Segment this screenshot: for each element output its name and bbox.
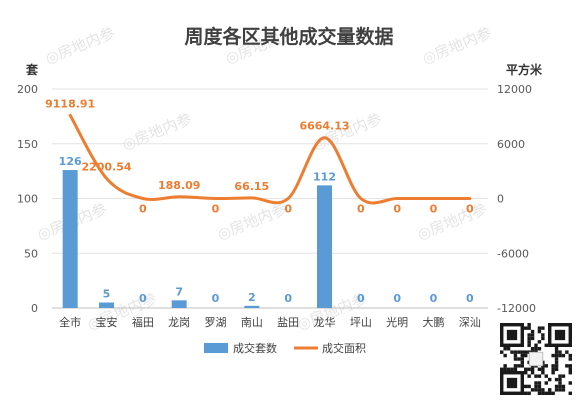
- left-tick-label: 50: [24, 247, 38, 260]
- category-label: 深汕: [459, 316, 481, 329]
- line-data-label: 0: [357, 203, 365, 216]
- data-labels: 126 5 0 7 0 2 0 112 0 0 0 0 9118.91 2200.54 0 188.09 0 66…: [45, 97, 474, 305]
- watermark-text: ◎房地内参: [420, 24, 495, 68]
- line-data-label: 0: [139, 203, 147, 216]
- left-tick-label: 0: [31, 302, 38, 315]
- line-data-label: 66.15: [234, 180, 269, 193]
- bar-data-label: 0: [430, 292, 438, 305]
- right-tick-label: 12000: [497, 83, 532, 96]
- legend: 成交套数 成交面积: [204, 341, 366, 355]
- right-axis-unit: 平方米: [506, 62, 543, 77]
- category-label: 龙岗: [168, 316, 190, 329]
- bar-data-label: 2: [248, 291, 256, 304]
- bar-data-label: 112: [313, 170, 336, 183]
- qr-code: [500, 323, 572, 395]
- bar: [244, 305, 260, 308]
- watermark-text: ◎房地内参: [215, 200, 290, 244]
- area-line: [68, 113, 472, 205]
- category-labels: 全市 宝安 福田 龙岗 罗湖 南山 盐田 龙华 坪山 光明 大鹏 深汕: [59, 315, 481, 329]
- right-tick-label: -12000: [497, 302, 536, 315]
- bar-data-label: 0: [393, 292, 401, 305]
- line-data-label: 0: [393, 203, 401, 216]
- line-data-label: 0: [430, 203, 438, 216]
- line-data-label: 9118.91: [45, 97, 95, 110]
- bar-data-label: 0: [139, 292, 147, 305]
- bar-data-label: 0: [357, 292, 365, 305]
- chart-title: 周度各区其他成交量数据: [184, 25, 393, 48]
- line-data-label: 188.09: [158, 179, 200, 192]
- watermark-text: ◎房地内参: [415, 200, 490, 244]
- category-label: 宝安: [96, 315, 118, 329]
- left-axis-ticks: 0 50 100 150 200: [17, 83, 38, 315]
- category-label: 大鹏: [423, 315, 445, 329]
- category-label: 龙华: [314, 315, 336, 329]
- line-series: [68, 113, 472, 205]
- bar-data-label: 0: [284, 292, 292, 305]
- bar-data-label: 126: [59, 155, 82, 168]
- bar-data-label: 7: [175, 285, 183, 298]
- line-data-label: 0: [284, 203, 292, 216]
- legend-bar-swatch: [204, 343, 228, 353]
- bar-data-label: 0: [212, 292, 220, 305]
- category-label: 南山: [241, 316, 263, 329]
- category-label: 光明: [386, 315, 408, 329]
- left-tick-label: 200: [17, 83, 38, 96]
- right-tick-label: -6000: [497, 247, 529, 260]
- category-label: 罗湖: [205, 316, 227, 329]
- watermark-text: ◎房地内参: [120, 110, 195, 154]
- bar-series: [62, 170, 332, 308]
- bar: [171, 300, 187, 308]
- category-label: 全市: [59, 315, 81, 329]
- category-label: 坪山: [350, 316, 372, 329]
- bar: [62, 170, 78, 308]
- right-tick-label: 0: [497, 193, 504, 206]
- left-tick-label: 100: [17, 193, 38, 206]
- right-axis-ticks: -12000 -6000 0 6000 12000: [497, 83, 536, 315]
- bar-data-label: 5: [103, 288, 111, 301]
- line-data-label: 0: [466, 203, 474, 216]
- line-data-label: 6664.13: [299, 120, 349, 133]
- right-tick-label: 6000: [497, 138, 525, 151]
- line-data-label: 2200.54: [81, 160, 131, 173]
- bar: [317, 185, 332, 308]
- category-label: 盐田: [277, 316, 299, 329]
- legend-line-label: 成交面积: [322, 341, 366, 355]
- left-axis-unit: 套: [25, 62, 39, 77]
- line-data-label: 0: [212, 203, 220, 216]
- bar: [99, 302, 114, 308]
- category-label: 福田: [132, 315, 154, 329]
- bar-data-label: 0: [466, 292, 474, 305]
- left-tick-label: 150: [17, 138, 38, 151]
- watermark-text: ◎房地内参: [43, 24, 118, 68]
- legend-bar-label: 成交套数: [233, 341, 277, 355]
